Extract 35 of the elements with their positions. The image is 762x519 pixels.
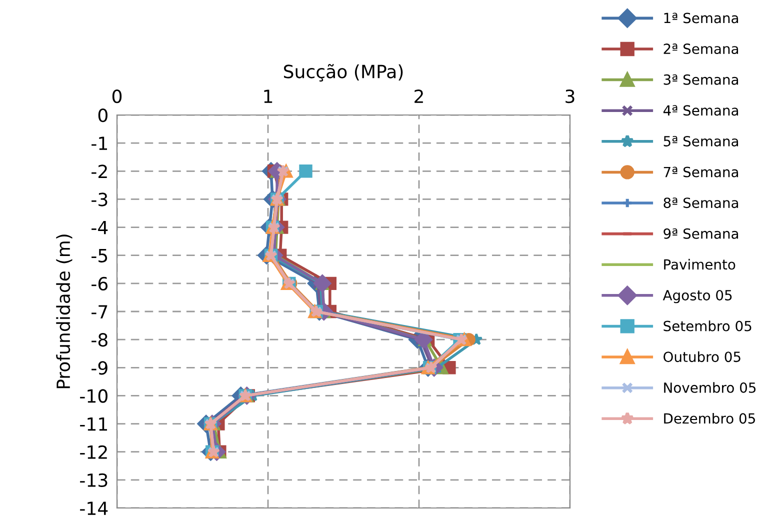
- x-tick-label: 3: [566, 90, 574, 104]
- y-tick-label: -13: [80, 473, 108, 488]
- y-tick-label: -11: [80, 417, 107, 431]
- y-tick-label: -5: [92, 249, 108, 262]
- y-tick-label: -12: [80, 445, 107, 459]
- legend-label: Novembro 05: [664, 382, 756, 393]
- legend-label: 5ª Semana: [664, 136, 738, 146]
- legend-label: 1ª Semana: [664, 12, 738, 24]
- legend-label: Setembro 05: [664, 320, 752, 332]
- y-tick-label: -1: [92, 136, 107, 150]
- legend-label: Pavimento: [664, 258, 736, 270]
- y-tick-label: -14: [80, 502, 108, 515]
- x-tick-label: 0: [112, 90, 122, 104]
- y-tick-label: -10: [80, 389, 108, 403]
- legend-label: 8ª Semana: [664, 198, 738, 208]
- y-axis-title: Profundidade (m): [56, 234, 72, 388]
- legend-label: 9ª Semana: [664, 228, 738, 239]
- legend-label: 4ª Semana: [663, 105, 738, 116]
- legend-label: Agosto 05: [662, 290, 732, 304]
- y-tick-label: -6: [92, 276, 108, 291]
- legend-label: 2ª Semana: [664, 44, 738, 54]
- y-tick-label: -2: [92, 164, 107, 178]
- legend-label: 3ª Semana: [664, 74, 738, 85]
- x-tick-label: 1: [264, 90, 272, 103]
- legend-label: Dezembro 05: [664, 412, 755, 424]
- y-tick-label: -3: [92, 192, 108, 206]
- x-axis-title: Sucção (MPa): [284, 64, 403, 82]
- x-tick-label: 2: [414, 90, 423, 103]
- y-tick-label: 0: [98, 108, 108, 122]
- legend-label: 7ª Semana: [664, 166, 738, 178]
- y-tick-label: -4: [92, 220, 108, 234]
- y-tick-label: -8: [92, 333, 108, 347]
- legend-label: Outubro 05: [664, 351, 740, 362]
- y-tick-label: -7: [92, 305, 108, 318]
- y-tick-label: -9: [92, 361, 108, 375]
